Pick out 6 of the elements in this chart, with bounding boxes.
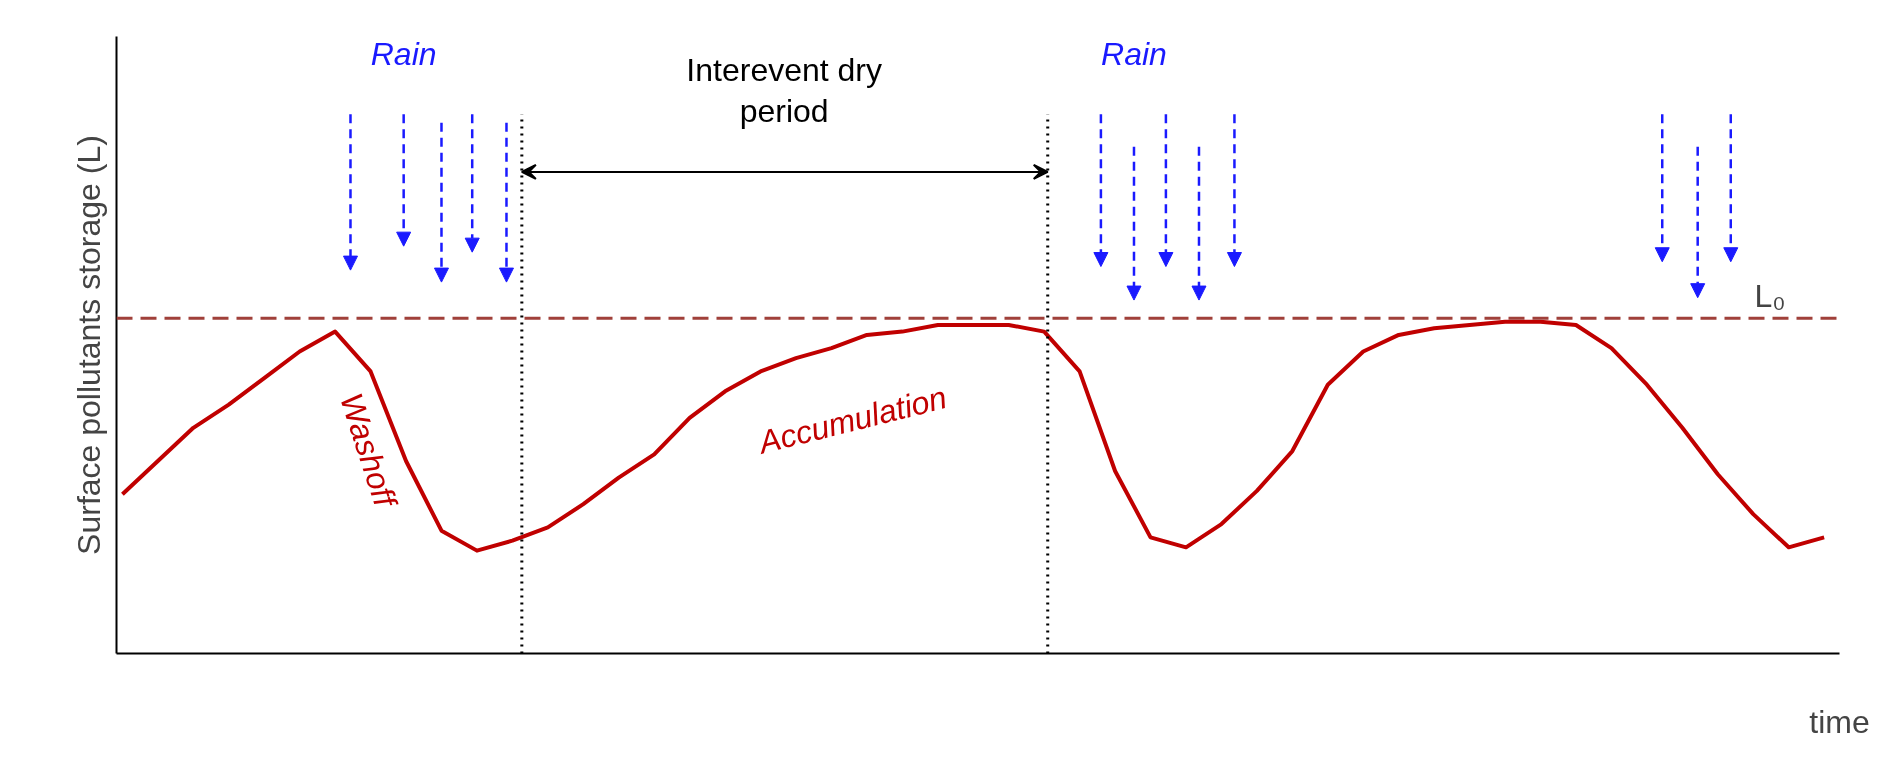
text: Rain <box>370 36 437 73</box>
text: Interevent dry period <box>686 51 883 130</box>
ref-line-label: L₀ <box>1754 278 1786 315</box>
text: Rain <box>1101 36 1167 73</box>
x-axis-title: time <box>1809 703 1870 740</box>
y-axis-title: Surface pollutants storage (L) <box>70 135 107 555</box>
